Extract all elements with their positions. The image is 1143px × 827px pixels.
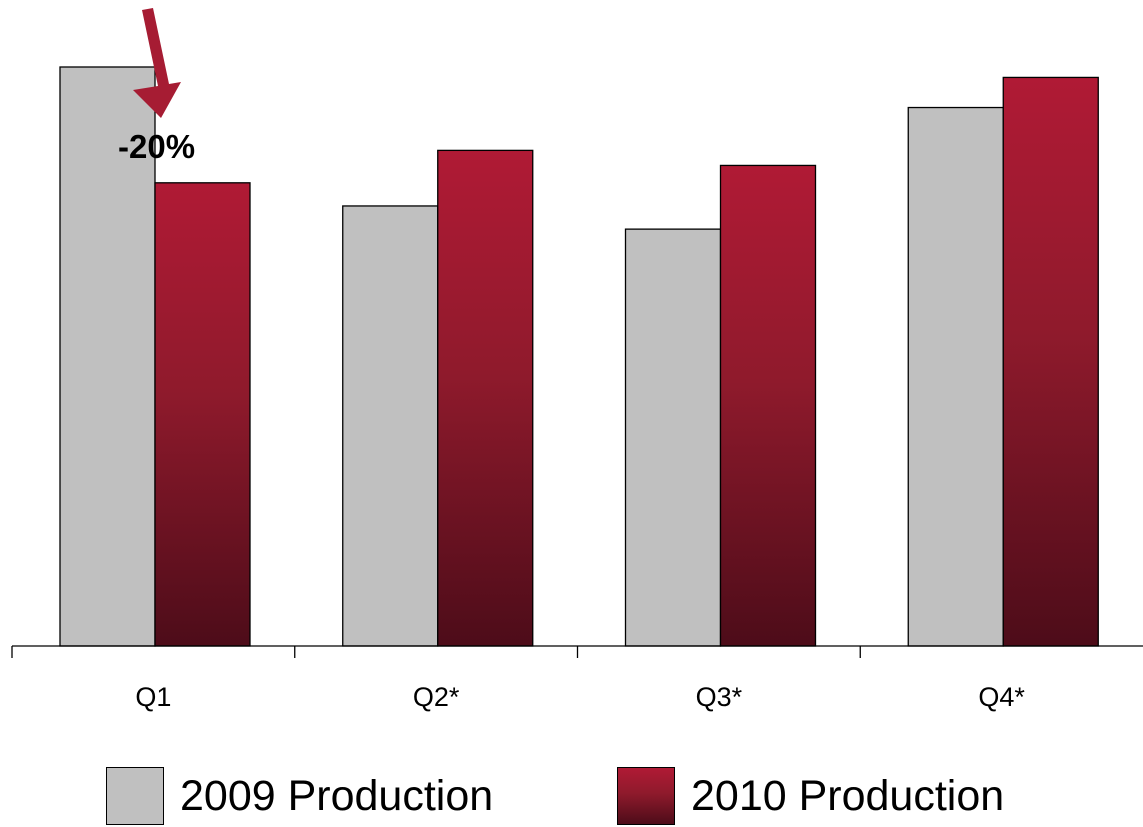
annotation-label: -20% — [118, 128, 195, 165]
bar-2010-q2 — [437, 149, 534, 647]
legend: 2009 Production 2010 Production — [0, 765, 1143, 827]
bar-2010-q1 — [154, 182, 251, 647]
bar-2010-q3 — [719, 164, 817, 647]
x-tick-label: Q1 — [135, 682, 171, 712]
x-tick-labels: Q1 Q2* Q3* Q4* — [135, 682, 1025, 712]
bar-2009-q3 — [624, 228, 722, 647]
x-tick-label: Q4* — [978, 682, 1025, 712]
bar-2009-q4 — [907, 106, 1004, 647]
bar-2010-q4 — [1002, 76, 1099, 647]
x-axis — [11, 645, 1143, 658]
legend-label-2009: 2009 Production — [180, 771, 494, 820]
legend-label-2010: 2010 Production — [691, 771, 1005, 820]
bar-2009-q1 — [59, 66, 156, 647]
annotation-group: -20% — [118, 8, 195, 165]
x-tick-label: Q2* — [413, 682, 460, 712]
legend-swatch-2009 — [106, 767, 164, 825]
bars-group — [59, 66, 1099, 647]
bar-2009-q2 — [342, 205, 439, 647]
x-tick-label: Q3* — [696, 682, 743, 712]
annotation-arrow — [133, 8, 181, 118]
legend-swatch-2010 — [617, 767, 675, 825]
legend-item-2009: 2009 Production — [106, 765, 493, 827]
legend-item-2010: 2010 Production — [617, 765, 1004, 827]
bar-chart: Q1 Q2* Q3* Q4* -20% — [11, 8, 1143, 712]
